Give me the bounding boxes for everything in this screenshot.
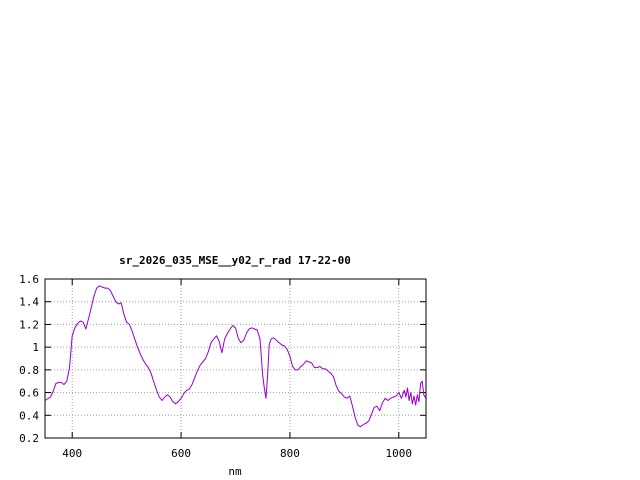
y-tick-label: 0.4 <box>19 409 39 422</box>
series-line <box>44 285 427 428</box>
x-tick-label: 600 <box>171 447 191 460</box>
y-tick-label: 0.8 <box>19 364 39 377</box>
grid-lines <box>45 279 426 438</box>
y-tick-label: 0.6 <box>19 387 39 400</box>
axis-ticks <box>45 278 426 439</box>
x-tick-labels: 400 600 800 1000 <box>62 447 412 460</box>
y-tick-label: 1.6 <box>19 273 39 286</box>
y-tick-label: 0.2 <box>19 432 39 445</box>
y-tick-label: 1.2 <box>19 318 39 331</box>
y-tick-label: 1.4 <box>19 296 39 309</box>
x-tick-label: 1000 <box>386 447 413 460</box>
x-tick-label: 800 <box>280 447 300 460</box>
x-axis-label: nm <box>228 465 242 478</box>
plot-frame <box>44 278 427 439</box>
y-tick-label: 1 <box>32 341 39 354</box>
y-tick-labels: 0.2 0.4 0.6 0.8 1 1.2 1.4 1.6 <box>19 273 39 445</box>
x-tick-label: 400 <box>62 447 82 460</box>
chart-title: sr_2026_035_MSE__y02_r_rad 17-22-00 <box>119 254 351 267</box>
